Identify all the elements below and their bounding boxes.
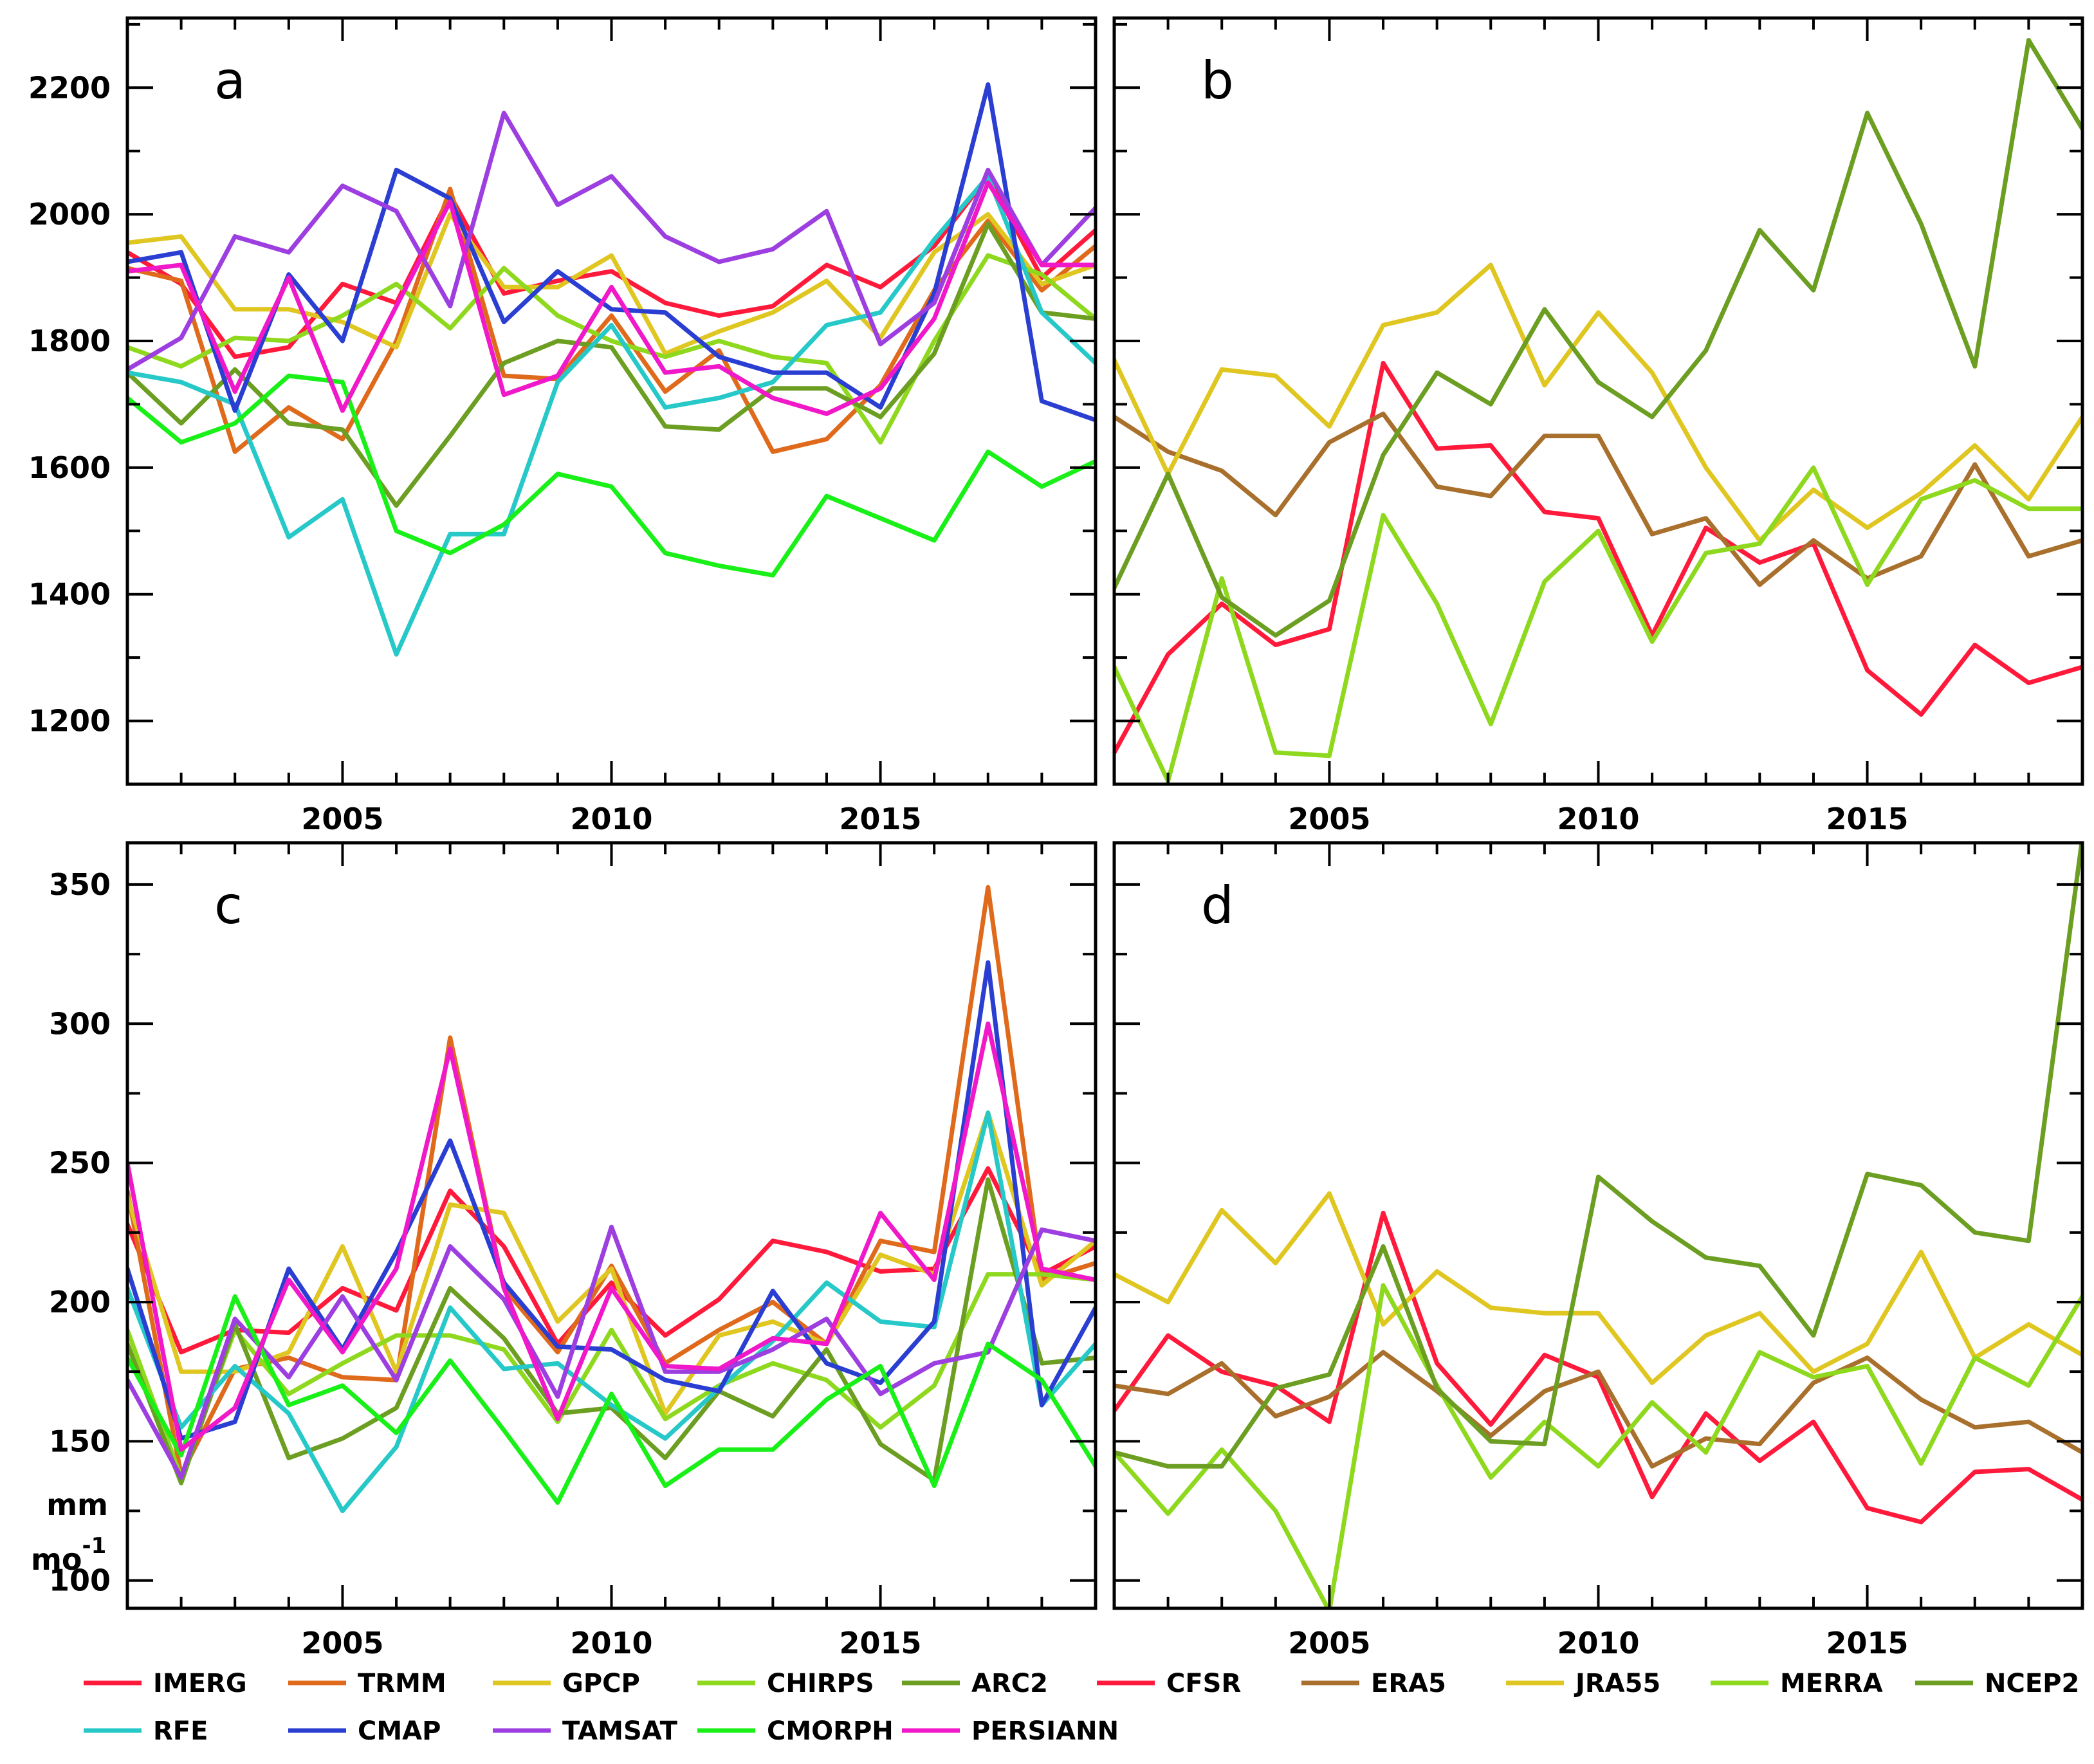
- series-line-chirps: [127, 1272, 1096, 1480]
- legend-label: ERA5: [1371, 1669, 1446, 1698]
- legend-label: RFE: [153, 1716, 208, 1746]
- series-line-cmap: [127, 960, 1096, 1441]
- series-line-gpcp: [127, 212, 1096, 356]
- panel-label: a: [214, 51, 246, 111]
- series-line-persiann: [127, 180, 1096, 416]
- series-line-cfsr: [1114, 360, 2082, 755]
- legend-item-tamsat: TAMSAT: [493, 1716, 678, 1746]
- y-tick-label: 350: [49, 867, 111, 902]
- x-tick-label: 2015: [1826, 802, 1909, 836]
- legend-item-cmap: CMAP: [288, 1716, 441, 1746]
- series-line-persiann: [127, 1021, 1096, 1452]
- plot-frame: [125, 16, 1098, 786]
- y-tick-label: 100: [49, 1563, 111, 1598]
- legend-item-era5: ERA5: [1301, 1669, 1446, 1698]
- y-tick-label: 300: [49, 1006, 111, 1041]
- legend-item-jra55: JRA55: [1506, 1669, 1660, 1698]
- series-line-jra55: [1114, 262, 2082, 543]
- series-line-cfsr: [1114, 1211, 2082, 1525]
- legend-label: MERRA: [1780, 1669, 1883, 1698]
- y-tick-label: 150: [49, 1424, 111, 1458]
- series-line-merra: [1114, 1283, 2082, 1608]
- series-line-cmap: [127, 82, 1096, 423]
- x-tick-label: 2005: [301, 1626, 383, 1660]
- x-tick-label: 2010: [1557, 802, 1639, 836]
- legend-label: CFSR: [1166, 1669, 1241, 1698]
- legend-item-cmorph: CMORPH: [697, 1716, 894, 1746]
- legend: IMERG TRMM GPCP CHIRPS ARC2 RFE CMAP TAMSAT CMOR…: [84, 1669, 2079, 1746]
- series-line-tamsat: [127, 111, 1096, 372]
- legend-label: ARC2: [971, 1669, 1048, 1698]
- y-tick-label: 1800: [28, 324, 111, 358]
- x-tick-label: 2015: [840, 802, 922, 836]
- legend-item-rfe: RFE: [84, 1716, 208, 1746]
- series-line-arc2: [127, 221, 1096, 508]
- x-tick-label: 2010: [1557, 1626, 1639, 1660]
- series-line-chirps: [127, 253, 1096, 445]
- panel-b: 2005 2010 2015 b: [1112, 16, 2084, 836]
- series-line-ncep2: [1114, 38, 2082, 638]
- legend-item-gpcp: GPCP: [493, 1669, 640, 1698]
- x-tick-label: 2005: [1288, 802, 1370, 836]
- legend-label: JRA55: [1574, 1669, 1660, 1698]
- series-line-merra: [1114, 465, 2082, 784]
- x-tick-label: 2015: [1826, 1626, 1909, 1660]
- x-tick-label: 2005: [1288, 1626, 1370, 1660]
- series-line-jra55: [1114, 1191, 2082, 1385]
- series-line-tamsat: [127, 1224, 1096, 1480]
- series-group: [127, 82, 1096, 657]
- y-tick-label: 2200: [28, 70, 111, 105]
- panel-label: d: [1201, 876, 1234, 935]
- legend-item-imerg: IMERG: [84, 1669, 247, 1698]
- series-group: [1114, 38, 2082, 784]
- series-group: [1114, 843, 2082, 1608]
- y-tick-label: 1600: [28, 450, 111, 485]
- series-line-rfe: [127, 174, 1096, 657]
- panel-label: b: [1201, 51, 1234, 111]
- panel-a: 2005 2010 2015 1200 1400 1600 1800 2000 2200 a: [28, 16, 1098, 836]
- legend-label: CHIRPS: [767, 1669, 874, 1698]
- legend-label: IMERG: [153, 1669, 247, 1698]
- legend-item-ncep2: NCEP2: [1915, 1669, 2079, 1698]
- x-tick-label: 2010: [570, 1626, 652, 1660]
- y-unit-label: mm: [46, 1487, 108, 1522]
- series-line-cmorph: [127, 1294, 1096, 1505]
- legend-label: CMAP: [358, 1716, 441, 1746]
- y-tick-label: 1400: [28, 577, 111, 612]
- series-line-ncep2: [1114, 843, 2082, 1469]
- legend-label: TRMM: [358, 1669, 446, 1698]
- series-line-era5: [1114, 411, 2082, 587]
- legend-item-cfsr: CFSR: [1097, 1669, 1241, 1698]
- legend-item-chirps: CHIRPS: [697, 1669, 874, 1698]
- legend-item-trmm: TRMM: [288, 1669, 446, 1698]
- legend-item-persiann: PERSIANN: [902, 1716, 1119, 1746]
- x-tick-label: 2010: [570, 802, 652, 836]
- panel-d: 2005 2010 2015 d: [1112, 841, 2084, 1660]
- y-tick-label: 2000: [28, 197, 111, 232]
- series-line-cmorph: [127, 373, 1096, 578]
- plot-frame: [1112, 16, 2084, 786]
- series-line-imerg: [127, 174, 1096, 360]
- y-tick-label: 250: [49, 1146, 111, 1181]
- x-tick-label: 2015: [840, 1626, 922, 1660]
- series-line-rfe: [127, 1110, 1096, 1513]
- legend-label: PERSIANN: [971, 1716, 1119, 1746]
- legend-label: CMORPH: [767, 1716, 894, 1746]
- x-tick-label: 2005: [301, 802, 383, 836]
- y-tick-label: 200: [49, 1285, 111, 1319]
- series-line-era5: [1114, 1350, 2082, 1469]
- legend-item-merra: MERRA: [1711, 1669, 1883, 1698]
- legend-label: TAMSAT: [562, 1716, 678, 1746]
- legend-label: GPCP: [562, 1669, 640, 1698]
- legend-item-arc2: ARC2: [902, 1669, 1048, 1698]
- legend-label: NCEP2: [1985, 1669, 2079, 1698]
- series-group: [127, 885, 1096, 1513]
- y-tick-label: 1200: [28, 704, 111, 739]
- series-line-trmm: [127, 885, 1096, 1477]
- panel-label: c: [214, 876, 243, 935]
